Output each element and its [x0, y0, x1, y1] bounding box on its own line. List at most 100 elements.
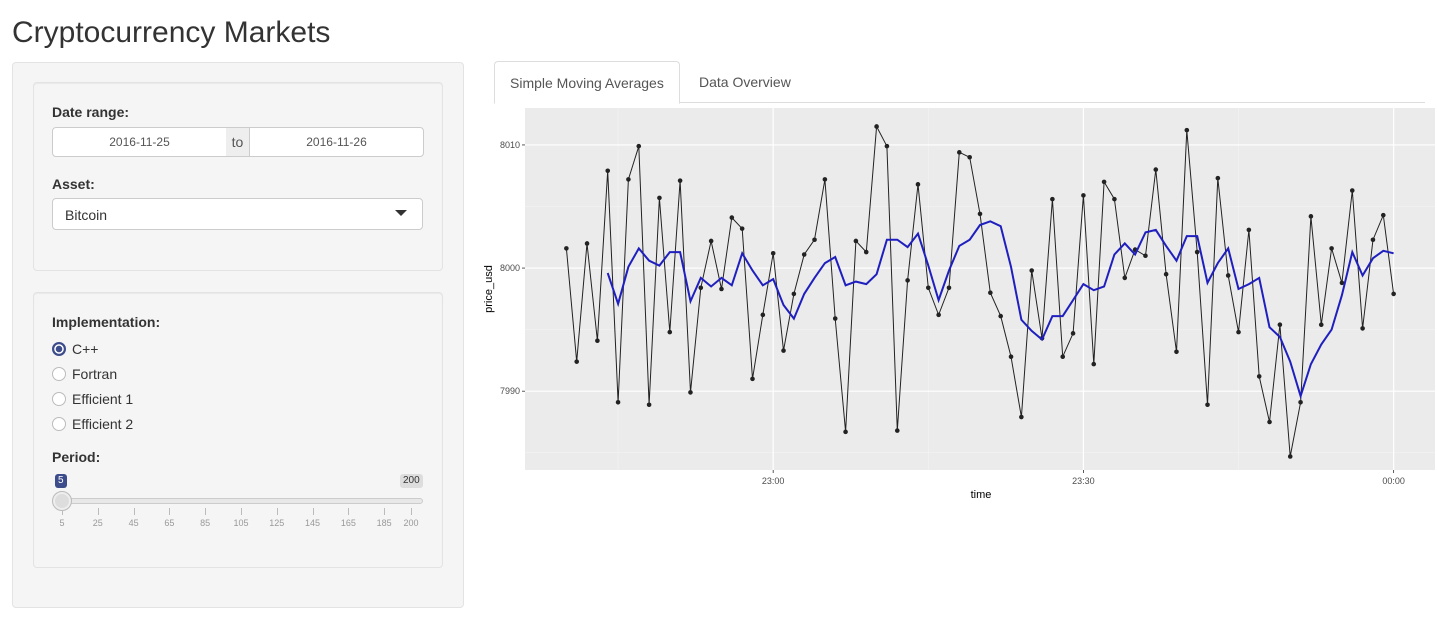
data-point [1112, 196, 1117, 202]
data-point [1298, 399, 1303, 405]
data-point [915, 182, 921, 187]
data-point [988, 290, 993, 295]
data-point [1329, 246, 1334, 251]
data-point [1132, 247, 1138, 252]
x-tick-label: 23:00 [762, 476, 785, 486]
data-point [957, 150, 962, 155]
data-point [1070, 331, 1076, 336]
data-point [801, 252, 807, 257]
data-point [1215, 175, 1221, 181]
input-well [33, 292, 443, 568]
y-tick-label: 8010 [500, 140, 520, 150]
slider-tick [169, 508, 171, 515]
data-point [884, 143, 890, 149]
date-start[interactable]: 2016-11-25 [52, 127, 227, 157]
slider-track [53, 498, 423, 504]
app-title: Cryptocurrency Markets [12, 16, 331, 49]
data-point [1308, 214, 1314, 219]
data-point [812, 237, 817, 243]
date-separator: to [226, 127, 249, 157]
data-point [946, 285, 952, 291]
data-point [1246, 227, 1252, 233]
slider-handle[interactable] [52, 491, 72, 511]
slider-tick-label: 200 [403, 518, 419, 528]
data-point [1008, 354, 1014, 360]
data-point [584, 241, 590, 246]
data-point [1143, 253, 1148, 259]
slider-tick-label: 145 [305, 518, 321, 528]
data-point [1101, 179, 1107, 185]
date-range-label: Date range: [52, 104, 130, 120]
plot-background [525, 108, 1435, 470]
dropdown-caret [395, 210, 407, 216]
asset-select[interactable]: Bitcoin [52, 198, 423, 230]
data-point [595, 338, 600, 344]
data-point [936, 312, 941, 318]
slider-tick [133, 508, 135, 515]
tab[interactable]: Data Overview [699, 74, 791, 90]
data-point [1360, 326, 1365, 331]
data-point [1029, 268, 1035, 273]
data-point [636, 143, 642, 149]
radio-button[interactable] [52, 417, 66, 431]
y-tick-label: 7990 [500, 386, 520, 396]
data-point [1339, 280, 1345, 286]
data-point [698, 285, 704, 291]
data-point [1081, 193, 1086, 198]
data-point [708, 238, 714, 244]
radio-option[interactable]: Efficient 2 [52, 416, 252, 434]
radio-label: Fortran [72, 366, 118, 382]
slider-tick-label: 25 [92, 518, 103, 528]
data-point [1267, 419, 1272, 425]
radio-option[interactable]: Efficient 1 [52, 391, 252, 409]
data-point [1060, 354, 1066, 360]
y-axis-label: price_usd [483, 265, 495, 313]
data-point [1174, 349, 1179, 355]
data-point [605, 168, 611, 174]
data-point [894, 428, 900, 433]
data-point [574, 359, 580, 364]
data-point [688, 390, 693, 395]
date-end[interactable]: 2016-11-26 [249, 127, 424, 157]
data-point [1205, 402, 1210, 408]
data-point [1349, 188, 1355, 193]
asset-label: Asset: [52, 176, 95, 192]
tab[interactable]: Simple Moving Averages [494, 61, 680, 104]
radio-label: C++ [72, 341, 99, 357]
series-line [565, 124, 1395, 457]
data-point [626, 177, 631, 182]
radio-button[interactable] [52, 392, 66, 406]
slider-tick [348, 508, 350, 515]
data-point [905, 278, 910, 283]
data-point [739, 226, 745, 231]
radio-option[interactable]: Fortran [52, 366, 252, 384]
period-label: Period: [52, 449, 101, 465]
radio-button[interactable] [52, 367, 66, 381]
slider-tick [312, 508, 314, 515]
data-point [853, 238, 859, 244]
data-point [1287, 454, 1293, 459]
input-well [33, 82, 443, 271]
slider-tick-label: 125 [269, 518, 285, 528]
radio-option[interactable]: C++ [52, 341, 252, 359]
y-tick-label: 8000 [500, 263, 520, 273]
data-point [1153, 167, 1159, 172]
slider-tick [240, 508, 242, 515]
slider-tick-label: 165 [340, 518, 356, 528]
radio-button[interactable] [52, 342, 66, 356]
tab-rule [494, 102, 1425, 103]
data-point [1256, 374, 1262, 379]
radio-label: Efficient 1 [72, 391, 134, 407]
data-point [729, 215, 735, 220]
data-point [1318, 322, 1324, 328]
data-point [1194, 249, 1200, 255]
implementation-label: Implementation: [52, 314, 161, 330]
slider-tick [97, 508, 99, 515]
slider-min: 5 [55, 474, 67, 488]
slider-tick [205, 508, 207, 515]
data-point [998, 313, 1003, 319]
data-point [1370, 237, 1376, 243]
data-point [791, 291, 797, 297]
slider-tick-label: 65 [164, 518, 175, 528]
